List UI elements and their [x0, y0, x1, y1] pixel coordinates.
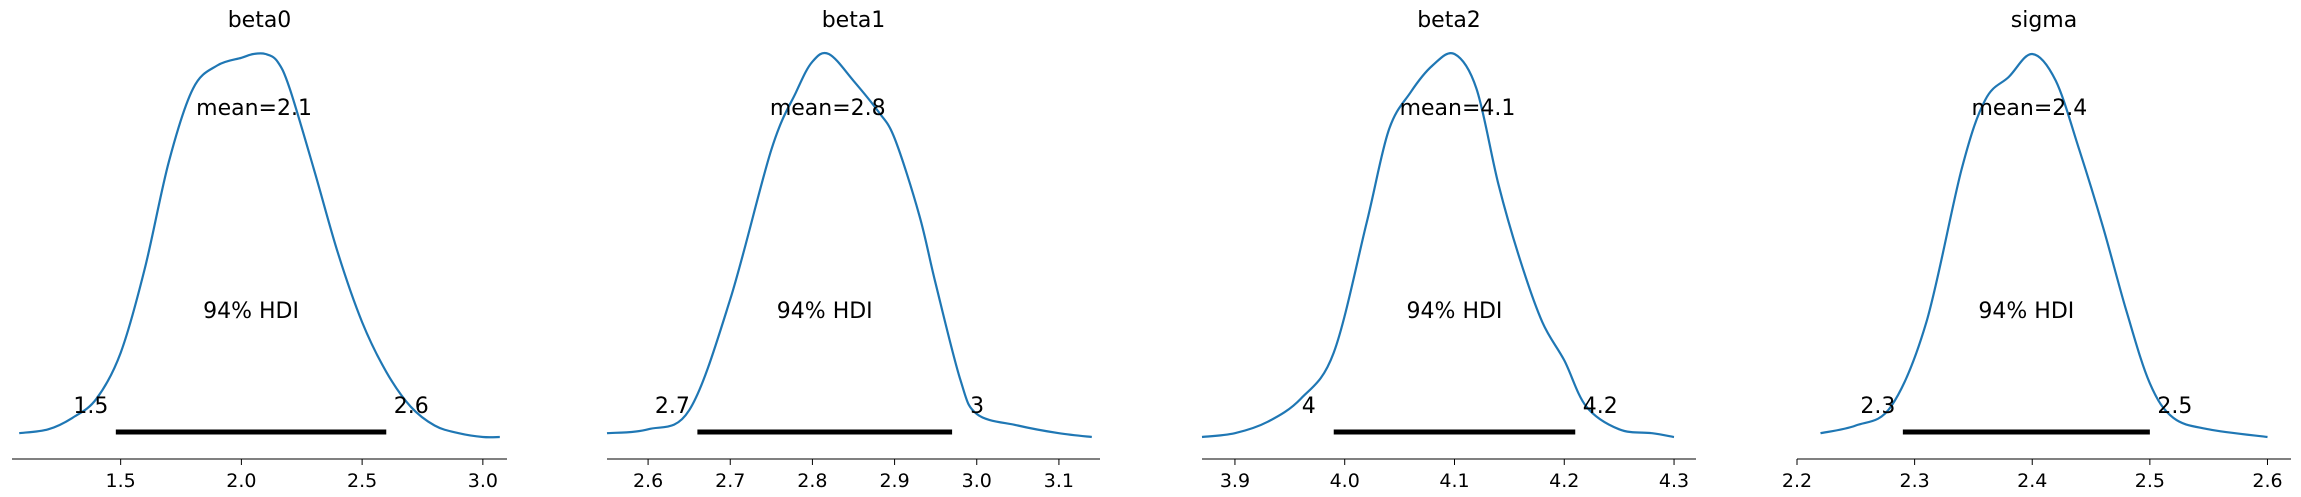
hdi-lower-label: 2.7 — [655, 394, 690, 419]
panel-title: beta1 — [822, 8, 886, 33]
x-tick-label: 2.5 — [2135, 470, 2165, 492]
x-tick-label: 3.9 — [1220, 470, 1250, 492]
x-tick-label: 2.0 — [226, 470, 256, 492]
mean-label: mean=2.4 — [1971, 96, 2087, 121]
x-tick-label: 2.5 — [347, 470, 377, 492]
mean-label: mean=2.8 — [770, 96, 886, 121]
panel-sigma: sigma 2.2 2.3 2.4 2.5 2.6 2.3 2.5 94% HDI mean=2.… — [1782, 8, 2291, 492]
panel-title: beta0 — [228, 8, 292, 33]
x-tick-label: 1.5 — [106, 470, 136, 492]
x-tick-label: 4.2 — [1549, 470, 1579, 492]
hdi-caption: 94% HDI — [777, 299, 873, 324]
panel-beta2: beta2 3.9 4.0 4.1 4.2 4.3 4 4.2 94% HDI mean=4.1 — [1201, 8, 1696, 492]
hdi-lower-label: 2.3 — [1860, 394, 1895, 419]
hdi-caption: 94% HDI — [203, 299, 299, 324]
panel-beta1: beta1 2.6 2.7 2.8 2.9 3.0 3.1 2.7 3 94% HDI mean=2… — [606, 8, 1100, 492]
x-tick-label: 2.6 — [633, 470, 663, 492]
x-tick-label: 2.7 — [715, 470, 745, 492]
hdi-upper-label: 2.5 — [2157, 394, 2192, 419]
hdi-caption: 94% HDI — [1407, 299, 1503, 324]
x-tick-label: 2.8 — [797, 470, 827, 492]
density-curve — [1820, 52, 2268, 439]
hdi-upper-label: 2.6 — [394, 394, 429, 419]
hdi-caption: 94% HDI — [1978, 299, 2074, 324]
density-curve — [606, 51, 1092, 439]
hdi-upper-label: 3 — [970, 394, 984, 419]
x-tick-label: 2.3 — [1900, 470, 1930, 492]
x-tick-label: 3.0 — [962, 470, 992, 492]
density-curve — [1201, 52, 1675, 439]
hdi-upper-label: 4.2 — [1583, 394, 1618, 419]
x-tick-label: 4.3 — [1659, 470, 1689, 492]
mean-label: mean=4.1 — [1400, 96, 1516, 121]
x-tick-label: 3.0 — [468, 470, 498, 492]
x-tick-label: 2.4 — [2017, 470, 2047, 492]
panel-beta0: beta0 1.5 2.0 2.5 3.0 1.5 2.6 94% HDI mean=2.1 — [12, 8, 507, 492]
hdi-lower-label: 1.5 — [73, 394, 108, 419]
x-tick-label: 2.2 — [1782, 470, 1812, 492]
panel-title: beta2 — [1417, 8, 1481, 33]
panel-title: sigma — [2011, 8, 2077, 33]
x-tick-label: 4.1 — [1439, 470, 1469, 492]
density-curve — [19, 52, 500, 439]
x-tick-label: 4.0 — [1330, 470, 1360, 492]
x-tick-label: 3.1 — [1044, 470, 1074, 492]
hdi-lower-label: 4 — [1302, 394, 1316, 419]
x-tick-label: 2.6 — [2252, 470, 2282, 492]
x-tick-label: 2.9 — [879, 470, 909, 492]
mean-label: mean=2.1 — [196, 96, 312, 121]
